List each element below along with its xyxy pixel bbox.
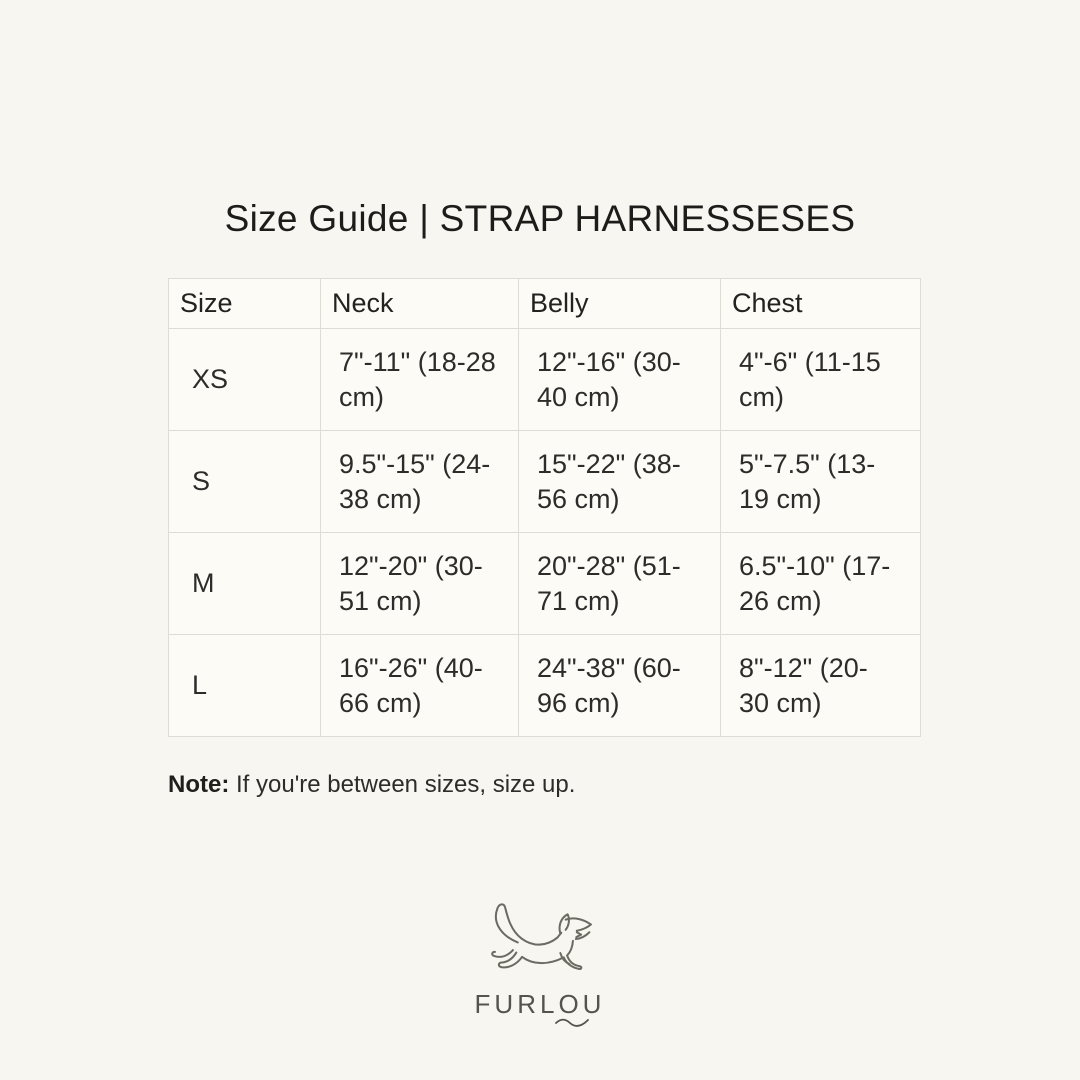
note-text: If you're between sizes, size up.: [229, 771, 576, 798]
belly-value: 15"-22" (38- 56 cm): [518, 430, 721, 533]
page-title: Size Guide | STRAP HARNESSESES: [224, 198, 856, 239]
table-header-row: Size Neck Belly Chest: [168, 278, 921, 329]
chest-value: 8"-12" (20- 30 cm): [720, 634, 921, 737]
brand-logo: FURLOU: [0, 893, 1080, 1027]
neck-value: 12"-20" (30- 51 cm): [320, 532, 519, 635]
belly-value: 12"-16" (30- 40 cm): [518, 328, 721, 431]
size-guide-table: Size Neck Belly Chest XS 7"-11" (18-28 c…: [168, 278, 921, 737]
table-row-l: L 16"-26" (40- 66 cm) 24"-38" (60- 96 cm…: [168, 634, 921, 737]
jumping-dog-icon: [491, 903, 592, 970]
belly-value: 24"-38" (60- 96 cm): [518, 634, 721, 737]
column-header-neck: Neck: [320, 278, 519, 329]
size-label: S: [168, 430, 321, 533]
wordmark-swash: [555, 1018, 590, 1027]
brand-wordmark: FURLOU: [474, 989, 606, 1027]
neck-value: 9.5"-15" (24- 38 cm): [320, 430, 519, 533]
table-row-s: S 9.5"-15" (24- 38 cm) 15"-22" (38- 56 c…: [168, 430, 921, 533]
chest-value: 6.5"-10" (17- 26 cm): [720, 532, 921, 635]
chest-value: 4"-6" (11-15 cm): [720, 328, 921, 431]
size-label: XS: [168, 328, 321, 431]
table-row-m: M 12"-20" (30- 51 cm) 20"-28" (51- 71 cm…: [168, 532, 921, 635]
note-label: Note:: [168, 771, 230, 798]
neck-value: 16"-26" (40- 66 cm): [320, 634, 519, 737]
column-header-belly: Belly: [518, 278, 721, 329]
table-row-xs: XS 7"-11" (18-28 cm) 12"-16" (30- 40 cm)…: [168, 328, 921, 431]
neck-value: 7"-11" (18-28 cm): [320, 328, 519, 431]
size-label: M: [168, 532, 321, 635]
size-label: L: [168, 634, 321, 737]
chest-value: 5"-7.5" (13- 19 cm): [720, 430, 921, 533]
sizing-note: Note: If you're between sizes, size up.: [168, 771, 575, 799]
column-header-size: Size: [168, 278, 321, 329]
brand-name: FURLOU: [474, 989, 606, 1019]
belly-value: 20"-28" (51- 71 cm): [518, 532, 721, 635]
column-header-chest: Chest: [720, 278, 921, 329]
